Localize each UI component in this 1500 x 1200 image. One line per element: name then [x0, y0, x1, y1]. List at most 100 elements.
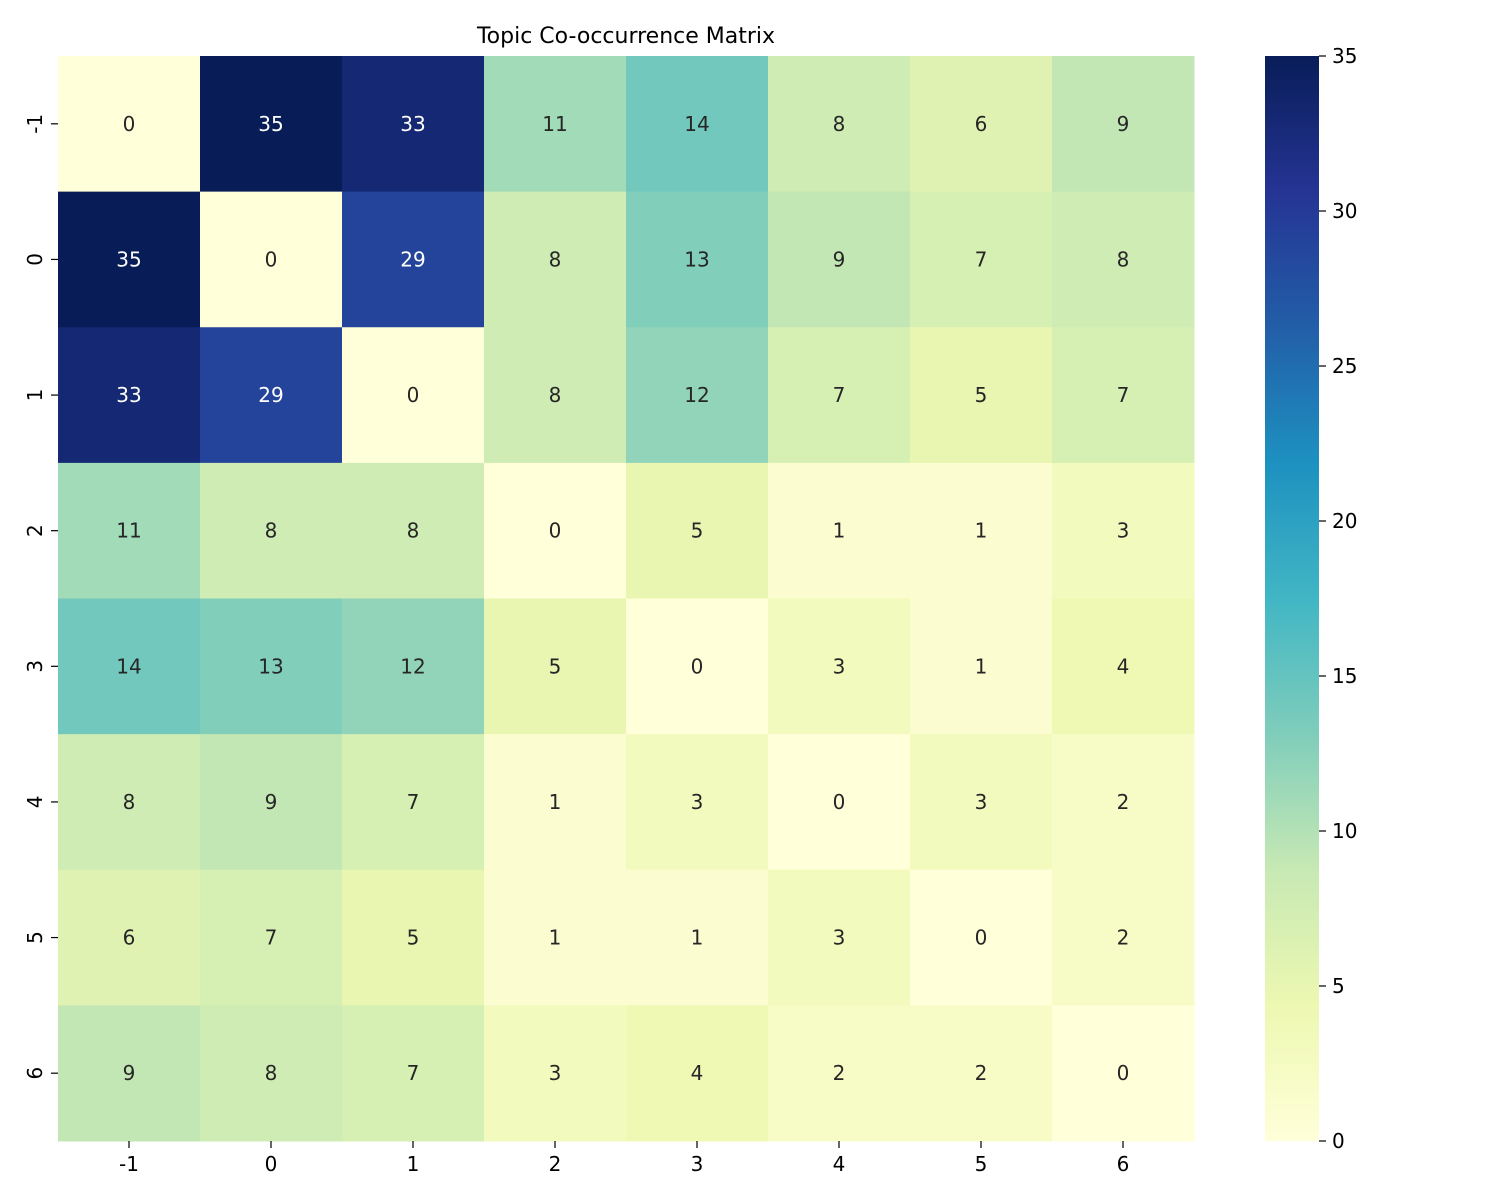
cell-annotation: 0 [123, 112, 136, 136]
cell-annotation: 9 [1117, 112, 1130, 136]
heatmap-cell [1052, 1005, 1195, 1142]
cell-annotation: 8 [549, 383, 562, 407]
cell-annotation: 0 [691, 654, 704, 678]
y-tick-label: 1 [23, 389, 47, 402]
heatmap-cell [200, 56, 343, 193]
cell-annotation: 3 [691, 790, 704, 814]
cell-annotation: 8 [407, 519, 420, 543]
heatmap-cell [768, 56, 911, 193]
y-tick-label: 5 [23, 931, 47, 944]
cell-annotation: 8 [265, 1061, 278, 1085]
y-tick-label: -1 [23, 114, 47, 134]
heatmap-cell [768, 1005, 911, 1142]
cell-annotation: 5 [691, 519, 704, 543]
heatmap-cell [484, 869, 627, 1006]
heatmap-cell [484, 191, 627, 328]
heatmap-cell [200, 734, 343, 871]
x-axis: -1 0 1 2 3 4 5 6 [119, 1141, 1129, 1176]
heatmap-cell [768, 869, 911, 1006]
heatmap-cells: 0 35 33 11 14 8 6 935 0 29 8 13 9 7 833 29 0 8 12 7 5 711 8 8 0 5… [58, 56, 1195, 1142]
cell-annotation: 2 [1117, 790, 1130, 814]
cell-annotation: 8 [833, 112, 846, 136]
colorbar-tick-label: 10 [1332, 819, 1357, 843]
cell-annotation: 3 [833, 654, 846, 678]
heatmap-cell [58, 191, 201, 328]
heatmap-cell [58, 327, 201, 464]
cell-annotation: 1 [549, 790, 562, 814]
y-tick-label: 4 [23, 796, 47, 809]
x-tick-label: 4 [833, 1152, 846, 1176]
x-tick-label: 3 [691, 1152, 704, 1176]
cell-annotation: 7 [833, 383, 846, 407]
cell-annotation: 8 [265, 519, 278, 543]
cell-annotation: 1 [975, 519, 988, 543]
cell-annotation: 0 [407, 383, 420, 407]
heatmap-cell [484, 1005, 627, 1142]
colorbar-tick-label: 0 [1332, 1129, 1345, 1153]
cell-annotation: 14 [684, 112, 709, 136]
heatmap-cell [342, 56, 485, 193]
heatmap-cell [1052, 56, 1195, 193]
heatmap-cell [484, 327, 627, 464]
cell-annotation: 12 [400, 654, 425, 678]
cell-annotation: 1 [833, 519, 846, 543]
cell-annotation: 8 [1117, 247, 1130, 271]
heatmap-cell [1052, 191, 1195, 328]
heatmap-cell [58, 869, 201, 1006]
cell-annotation: 1 [691, 926, 704, 950]
cell-annotation: 33 [400, 112, 425, 136]
cell-annotation: 0 [265, 247, 278, 271]
cell-annotation: 0 [975, 926, 988, 950]
cell-annotation: 1 [975, 654, 988, 678]
cell-annotation: 3 [1117, 519, 1130, 543]
cell-annotation: 9 [833, 247, 846, 271]
heatmap-cell [910, 191, 1053, 328]
cell-annotation: 11 [116, 519, 141, 543]
cell-annotation: 29 [400, 247, 425, 271]
y-tick-label: 2 [23, 524, 47, 537]
heatmap-cell [1052, 734, 1195, 871]
heatmap-cell [200, 869, 343, 1006]
cell-annotation: 11 [542, 112, 567, 136]
heatmap-cell [910, 462, 1053, 599]
x-tick-label: 6 [1117, 1152, 1130, 1176]
heatmap-cell [768, 327, 911, 464]
cell-annotation: 9 [265, 790, 278, 814]
cell-annotation: 3 [833, 926, 846, 950]
cell-annotation: 7 [265, 926, 278, 950]
cell-annotation: 7 [407, 790, 420, 814]
cell-annotation: 5 [549, 654, 562, 678]
x-tick-label: 5 [975, 1152, 988, 1176]
cell-annotation: 3 [549, 1061, 562, 1085]
heatmap-cell [626, 869, 769, 1006]
heatmap-cell [626, 1005, 769, 1142]
cell-annotation: 2 [975, 1061, 988, 1085]
y-tick-label: 6 [23, 1067, 47, 1080]
heatmap-cell [484, 598, 627, 735]
cell-annotation: 7 [1117, 383, 1130, 407]
cell-annotation: 8 [123, 790, 136, 814]
heatmap-cell [484, 734, 627, 871]
cell-annotation: 7 [407, 1061, 420, 1085]
x-tick-label: 1 [407, 1152, 420, 1176]
cell-annotation: 9 [123, 1061, 136, 1085]
colorbar-tick-label: 25 [1332, 354, 1357, 378]
heatmap-cell [626, 56, 769, 193]
cell-annotation: 0 [1117, 1061, 1130, 1085]
heatmap-cell [1052, 462, 1195, 599]
heatmap-cell [200, 1005, 343, 1142]
cell-annotation: 29 [258, 383, 283, 407]
cell-annotation: 0 [549, 519, 562, 543]
cell-annotation: 35 [258, 112, 283, 136]
colorbar-tick-label: 35 [1332, 44, 1357, 68]
heatmap-cell [626, 191, 769, 328]
heatmap-cell [200, 462, 343, 599]
heatmap-cell [58, 56, 201, 193]
heatmap-cell [768, 734, 911, 871]
heatmap-cell [1052, 869, 1195, 1006]
colorbar-tick-label: 20 [1332, 509, 1357, 533]
cell-annotation: 4 [1117, 654, 1130, 678]
colorbar [1265, 56, 1319, 1141]
y-tick-label: 0 [23, 253, 47, 266]
x-tick-label: 2 [549, 1152, 562, 1176]
